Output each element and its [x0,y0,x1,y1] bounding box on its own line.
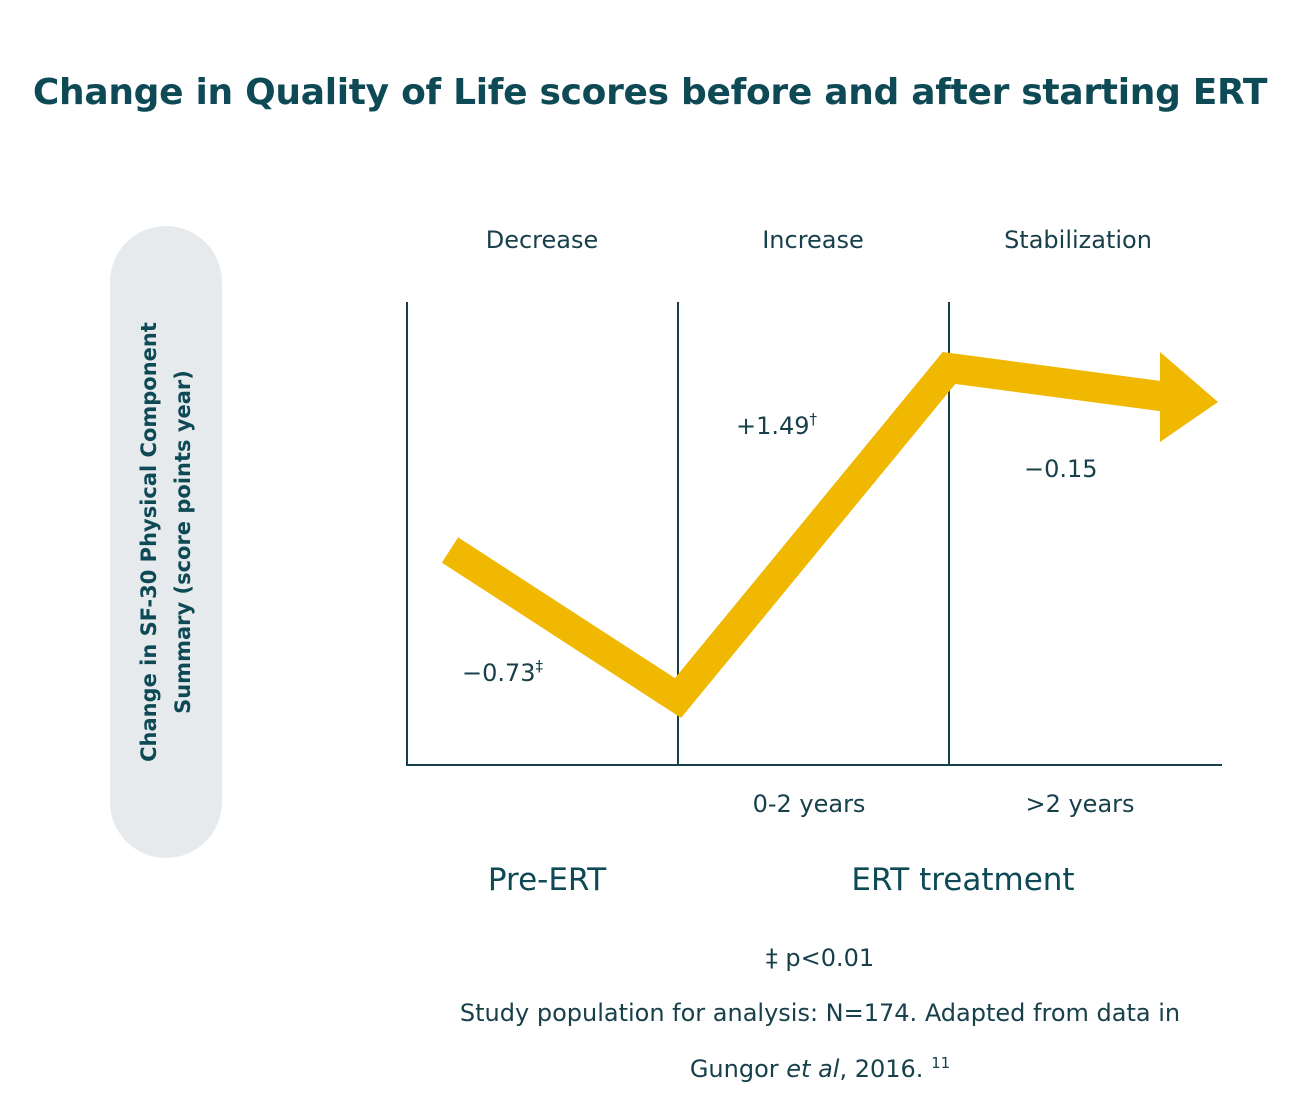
data-label-0-2-years-marker: † [810,410,818,428]
y-axis-label-background [110,226,222,858]
footnote-text: p<0.01 [785,944,875,972]
source-line-1: Study population for analysis: N=174. Ad… [459,999,1181,1027]
group-label-ert-treatment: ERT treatment [851,862,1074,898]
x-tick-over-2-years: >2 years [1025,790,1134,818]
data-label-0-2-years-value: +1.49 [736,412,810,440]
trend-arrowhead [1160,352,1218,442]
phase-label-decrease: Decrease [486,226,599,254]
footnote: ‡ p<0.01 [370,944,1270,972]
phase-label-stabilization: Stabilization [1004,226,1152,254]
source-line-2: Gungor et al, 2016. 11 [370,1054,1270,1083]
data-label-pre-ert: −0.73‡ [462,657,544,687]
source-year: , 2016. [839,1055,924,1083]
data-label-0-2-years: +1.49† [736,410,818,440]
data-label-pre-ert-marker: ‡ [536,657,544,675]
group-label-pre-ert: Pre-ERT [488,862,607,898]
source-et-al: et al [786,1055,840,1083]
source-reference-number: 11 [931,1054,951,1072]
data-label-over-2-years: −0.15 [1024,455,1098,483]
source-author: Gungor [689,1055,787,1083]
x-tick-0-2-years: 0-2 years [753,790,866,818]
data-label-over-2-years-value: −0.15 [1024,455,1098,483]
phase-label-increase: Increase [762,226,864,254]
data-label-pre-ert-value: −0.73 [462,659,536,687]
chart-title: Change in Quality of Life scores before … [32,72,1268,113]
trend-line-series [441,352,1177,718]
footnote-marker: ‡ [765,944,778,972]
